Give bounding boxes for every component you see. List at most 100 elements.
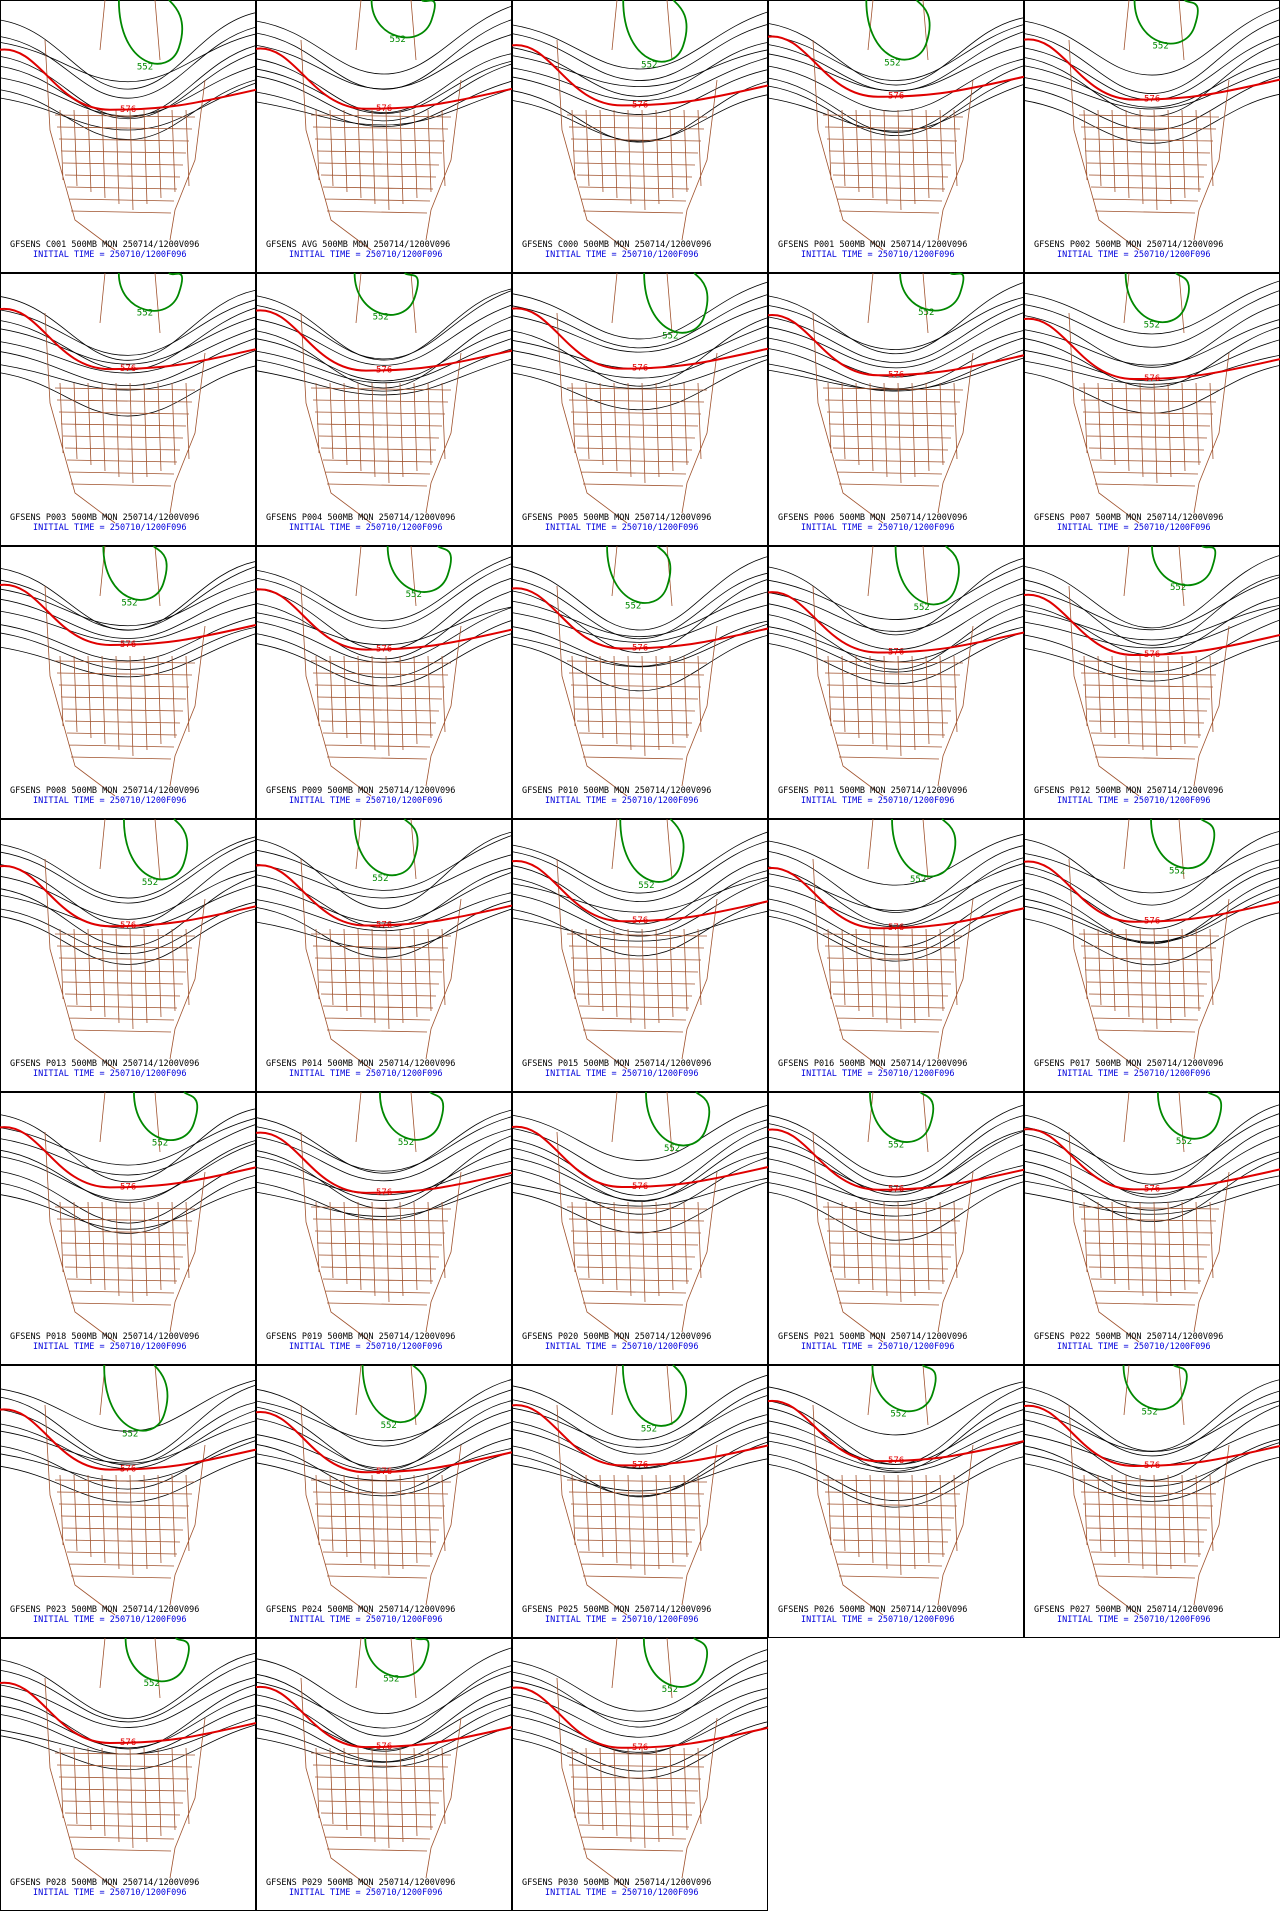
contour-552: [123, 818, 189, 881]
map-panel: 576 552 GFSENS P004 500MB MON 250714/1200V…: [255, 272, 513, 546]
height-contour: [1023, 1151, 1280, 1211]
state-boundaries: [300, 1091, 462, 1343]
panel-init-time: INITIAL TIME = 250710/1200F096: [289, 1069, 443, 1079]
panel-border: [0, 273, 256, 546]
panel-border: [0, 0, 256, 273]
height-contour: [0, 12, 257, 90]
height-contour: [0, 1456, 257, 1503]
contour-label: 576: [632, 1743, 648, 1753]
contour-label: 552: [137, 63, 153, 73]
panel-border: [256, 1092, 512, 1365]
map-panel: 576 552 GFSENS P020 500MB MON 250714/1200V…: [511, 1091, 769, 1365]
height-contour: [767, 1456, 1025, 1508]
height-contour: [255, 1726, 513, 1768]
contour-552: [353, 272, 419, 316]
map-panel: 576 552 GFSENS P024 500MB MON 250714/1200V…: [255, 1364, 513, 1638]
contour-576: [255, 864, 513, 927]
contour-label: 552: [144, 1679, 160, 1689]
panel-title: GFSENS P016 500MB MON 250714/1200V096: [778, 1059, 967, 1069]
height-contour: [0, 884, 257, 929]
panel-border: [768, 819, 1024, 1092]
panel-title: GFSENS P025 500MB MON 250714/1200V096: [522, 1605, 711, 1615]
panel-init-time: INITIAL TIME = 250710/1200F096: [545, 1888, 699, 1898]
contour-552: [1156, 1091, 1223, 1140]
contour-label: 576: [1144, 650, 1160, 660]
height-contour: [1023, 290, 1280, 348]
height-contour: [511, 1104, 769, 1161]
height-contour: [1023, 1438, 1280, 1498]
panel-init-time: INITIAL TIME = 250710/1200F096: [801, 1342, 955, 1352]
contour-label: 552: [152, 1138, 168, 1148]
panel-title: GFSENS P018 500MB MON 250714/1200V096: [10, 1332, 199, 1342]
contour-576: [1023, 1128, 1280, 1191]
contour-576: [0, 308, 257, 371]
contour-576: [1023, 318, 1280, 381]
contour-label: 576: [376, 645, 392, 655]
contour-label: 552: [383, 1675, 399, 1685]
contour-552: [1122, 1364, 1188, 1411]
height-contour: [0, 327, 257, 374]
state-boundaries: [300, 1637, 462, 1889]
contour-label: 552: [1153, 41, 1169, 51]
height-contour: [767, 565, 1025, 620]
panel-title: GFSENS P022 500MB MON 250714/1200V096: [1034, 1332, 1223, 1342]
height-contour: [511, 1374, 769, 1441]
contour-552: [619, 818, 685, 883]
height-contour: [255, 1409, 513, 1469]
height-contour: [0, 82, 257, 131]
panel-border: [256, 273, 512, 546]
contour-552: [642, 1637, 709, 1688]
state-boundaries: [556, 0, 718, 251]
panel-border: [512, 546, 768, 819]
map-panel: 576 552 GFSENS P016 500MB MON 250714/1200V…: [767, 818, 1025, 1092]
height-contour: [1023, 1442, 1280, 1487]
map-panel: 576 552 GFSENS P006 500MB MON 250714/1200V…: [767, 272, 1025, 546]
height-contour: [255, 563, 513, 629]
height-contour: [255, 1160, 513, 1196]
height-contour: [0, 1142, 257, 1201]
height-contour: [0, 52, 257, 120]
panel-border: [512, 0, 768, 273]
height-contour: [511, 317, 769, 387]
height-contour: [511, 901, 769, 957]
height-contour: [0, 365, 257, 417]
panel-title: GFSENS P002 500MB MON 250714/1200V096: [1034, 240, 1223, 250]
contour-552: [894, 545, 960, 606]
panel-title: GFSENS P007 500MB MON 250714/1200V096: [1034, 513, 1223, 523]
height-contour: [1023, 607, 1280, 649]
map-panel: 576 552 GFSENS P012 500MB MON 250714/1200V…: [1023, 545, 1280, 819]
height-contour: [1023, 1135, 1280, 1195]
height-contour: [767, 1144, 1025, 1207]
contour-552: [117, 272, 184, 312]
panel-init-time: INITIAL TIME = 250710/1200F096: [545, 250, 699, 260]
panel-title: GFSENS P024 500MB MON 250714/1200V096: [266, 1605, 455, 1615]
height-contour: [255, 316, 513, 389]
contour-label: 576: [888, 923, 904, 933]
panel-border: [0, 546, 256, 819]
contour-576: [511, 44, 769, 107]
panel-title: GFSENS P017 500MB MON 250714/1200V096: [1034, 1059, 1223, 1069]
height-contour: [767, 1115, 1025, 1187]
height-contour: [255, 1696, 513, 1751]
contour-552: [378, 1091, 445, 1141]
height-contour: [767, 879, 1025, 928]
contour-576: [767, 591, 1025, 654]
height-contour: [767, 17, 1025, 86]
map-panel: 576 552 GFSENS C000 500MB MON 250714/1200V…: [511, 0, 769, 273]
state-boundaries: [300, 272, 462, 524]
state-boundaries: [556, 272, 718, 524]
height-contour: [255, 590, 513, 660]
contour-label: 552: [914, 603, 930, 613]
height-contour: [511, 1414, 769, 1469]
height-contour: [255, 5, 513, 75]
contour-576: [767, 35, 1025, 98]
map-panel: 576 552 GFSENS P023 500MB MON 250714/1200V…: [0, 1364, 257, 1638]
map-panel: 576 552 GFSENS P009 500MB MON 250714/1200V…: [255, 545, 513, 819]
contour-576: [255, 1131, 513, 1194]
state-boundaries: [812, 272, 974, 524]
contour-552: [1124, 272, 1190, 323]
height-contour: [1023, 604, 1280, 641]
height-contour: [255, 834, 513, 891]
contour-label: 576: [376, 921, 392, 931]
height-contour: [767, 329, 1025, 378]
